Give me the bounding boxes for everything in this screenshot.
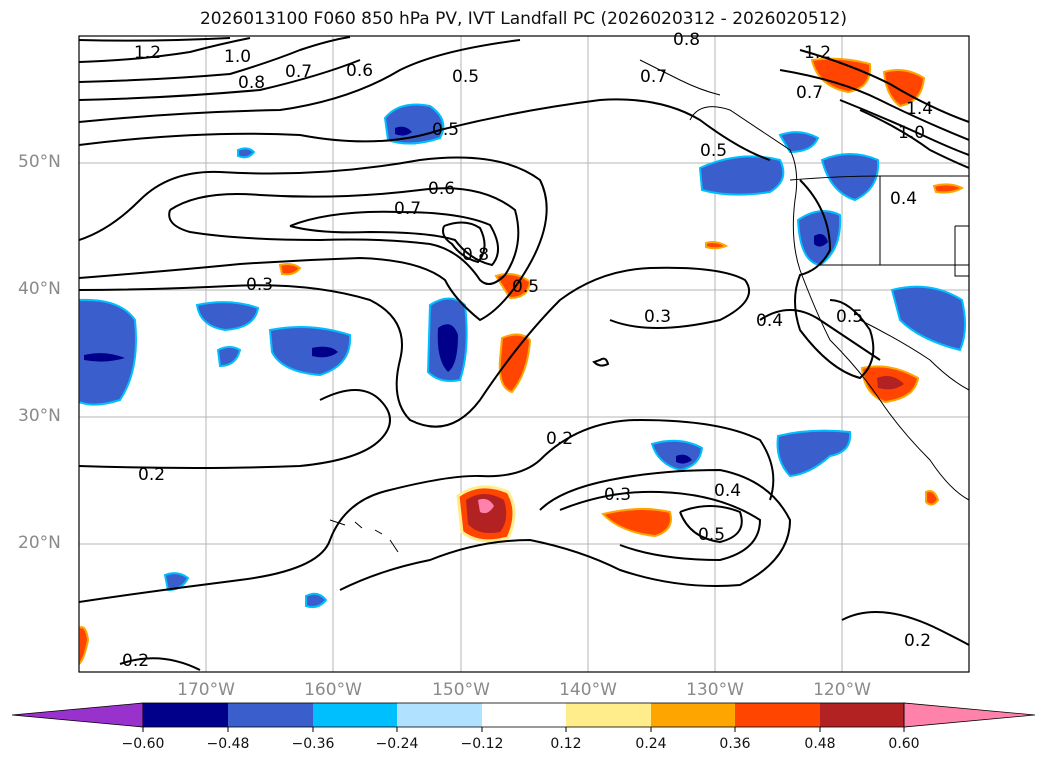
contour-label: 0.7 [640, 67, 667, 87]
colorbar [11, 702, 1036, 732]
colorbar-segment [903, 702, 1036, 728]
neg-blob [698, 155, 785, 196]
pos-blob [278, 263, 302, 276]
colorbar-tick-label: −0.48 [206, 736, 250, 752]
contour-label: 0.5 [698, 525, 725, 545]
pos-blob [79, 626, 90, 666]
colorbar-segment [11, 702, 144, 728]
map-frame [78, 35, 970, 673]
contour-label: 0.7 [394, 199, 421, 219]
contour-lines [79, 36, 969, 671]
contour-label: 0.4 [890, 189, 917, 209]
contour-label: 1.4 [906, 99, 933, 119]
colorbar-segment [651, 703, 735, 727]
contour-label: 1.0 [224, 47, 251, 67]
neg-blob [79, 298, 137, 406]
pos-blob [932, 183, 965, 194]
neg-blob [395, 126, 412, 136]
contour-label: 0.5 [512, 277, 539, 297]
contour-label: 1.0 [898, 123, 925, 143]
contour-label: 0.3 [604, 485, 631, 505]
contour-label: 0.5 [452, 67, 479, 87]
colorbar-segment [143, 703, 228, 727]
contour-label: 0.7 [285, 62, 312, 82]
contour-label: 0.6 [346, 61, 373, 81]
neg-blob [84, 353, 125, 362]
colorbar-segment [482, 703, 566, 727]
pos-blob [494, 273, 532, 300]
contour-label: 0.4 [756, 311, 783, 331]
colorbar-tick-label: 0.36 [719, 736, 751, 752]
contour-label: 0.2 [122, 651, 149, 671]
colorbar-segment [397, 703, 482, 727]
colorbar-segment [735, 703, 820, 727]
colorbar-segment [820, 703, 904, 727]
lat-label-30n: 30°N [18, 406, 61, 426]
contour-label: 1.2 [804, 43, 831, 63]
colorbar-tick-label: −0.24 [375, 736, 419, 752]
pos-blob [925, 490, 940, 506]
contour-label: 0.5 [432, 120, 459, 140]
colorbar-segment [228, 703, 313, 727]
contour-label: 0.5 [836, 307, 863, 327]
contour-label: 0.5 [700, 141, 727, 161]
neg-blob [437, 324, 458, 372]
colorbar-tick-label: 0.48 [804, 736, 836, 752]
neg-blob [890, 285, 966, 352]
neg-blob [237, 147, 256, 159]
contour-label: 0.8 [238, 73, 265, 93]
colorbar-tick-label: −0.12 [460, 736, 504, 752]
contour-label: 0.2 [904, 631, 931, 651]
lon-label-170w: 170°W [177, 680, 235, 700]
map-title: 2026013100 F060 850 hPa PV, IVT Landfall… [199, 9, 847, 29]
colorbar-tick-label: −0.36 [291, 736, 335, 752]
lat-label-50n: 50°N [18, 152, 61, 172]
contour-label: 0.8 [673, 30, 700, 50]
positive-pv-areas [79, 57, 965, 666]
colorbar-tick-label: 0.60 [888, 736, 920, 752]
neg-blob [268, 325, 352, 377]
pos-blob [478, 498, 494, 514]
neg-blob [195, 301, 260, 332]
contour-label: 0.4 [714, 481, 741, 501]
neg-blob [814, 234, 828, 247]
pos-blob [498, 333, 532, 394]
colorbar-tick-label: −0.60 [121, 736, 165, 752]
contour-label: 0.8 [462, 245, 489, 265]
colorbar-segment [566, 703, 651, 727]
lat-label-20n: 20°N [18, 533, 61, 553]
pos-blob [810, 57, 872, 94]
pos-blob [466, 494, 507, 533]
neg-blob [305, 592, 328, 609]
contour-label: 0.3 [246, 275, 273, 295]
lon-label-120w: 120°W [813, 680, 871, 700]
neg-blob [676, 454, 692, 464]
neg-blob [650, 439, 704, 472]
lon-label-140w: 140°W [559, 680, 617, 700]
contour-label-layer: 1.2 1.0 0.8 0.7 0.6 0.5 0.5 0.8 0.7 0.5 … [122, 30, 933, 671]
neg-blob [312, 346, 338, 358]
lon-label-130w: 130°W [686, 680, 744, 700]
neg-blob [778, 131, 820, 154]
lat-label-40n: 40°N [18, 279, 61, 299]
pos-blob [601, 507, 672, 538]
neg-blob [216, 346, 242, 368]
colorbar-frame [142, 702, 905, 728]
contour-label: 0.7 [796, 83, 823, 103]
pos-blob [877, 376, 904, 390]
pos-blob [705, 241, 729, 250]
contour-label: 0.2 [138, 465, 165, 485]
contour-label: 0.2 [546, 429, 573, 449]
contour-label: 1.2 [134, 43, 161, 63]
contour-label: 0.6 [428, 179, 455, 199]
lon-label-150w: 150°W [432, 680, 490, 700]
colorbar-tick-label: 0.24 [635, 736, 667, 752]
contour-label: 0.3 [644, 307, 671, 327]
colorbar-segment [313, 703, 397, 727]
colorbar-tick-label: 0.12 [550, 736, 582, 752]
lon-label-160w: 160°W [304, 680, 362, 700]
neg-blob [776, 429, 852, 478]
coastlines [329, 59, 969, 553]
